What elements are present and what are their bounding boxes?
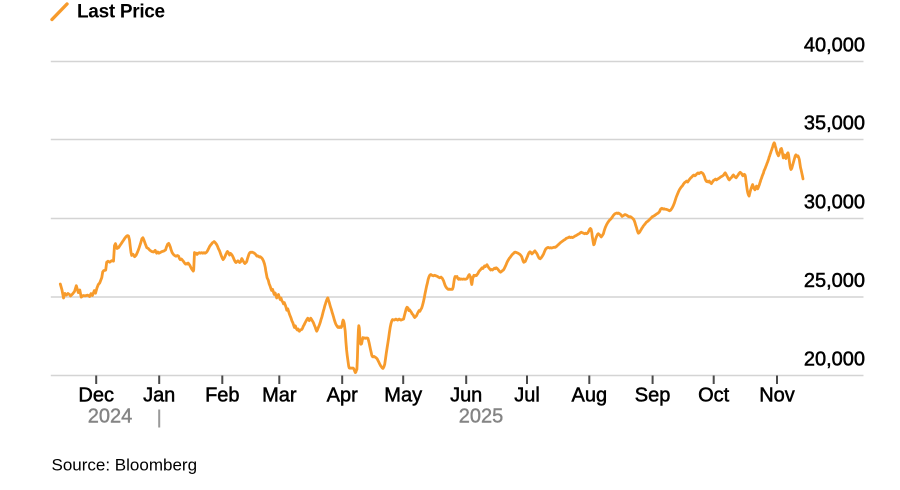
svg-text:Apr: Apr [327,385,358,407]
svg-text:Jan: Jan [143,385,175,407]
svg-text:May: May [384,385,422,407]
svg-text:Feb: Feb [205,385,239,407]
svg-text:Last Price: Last Price [77,2,165,23]
svg-text:30,000: 30,000 [804,192,865,214]
svg-text:Jun: Jun [450,385,482,407]
svg-text:2025: 2025 [459,406,504,428]
svg-text:20,000: 20,000 [804,349,865,371]
svg-text:Aug: Aug [572,385,608,407]
svg-text:Nov: Nov [759,385,795,407]
svg-text:25,000: 25,000 [804,270,865,292]
svg-text:Mar: Mar [262,385,297,407]
svg-text:Source: Bloomberg: Source: Bloomberg [52,456,198,475]
svg-text:35,000: 35,000 [804,113,865,135]
svg-text:40,000: 40,000 [804,35,865,57]
svg-text:2024: 2024 [88,406,133,428]
svg-text:Sep: Sep [635,385,671,407]
svg-text:Dec: Dec [78,385,114,407]
svg-text:Jul: Jul [514,385,540,407]
svg-text:Oct: Oct [698,385,730,407]
